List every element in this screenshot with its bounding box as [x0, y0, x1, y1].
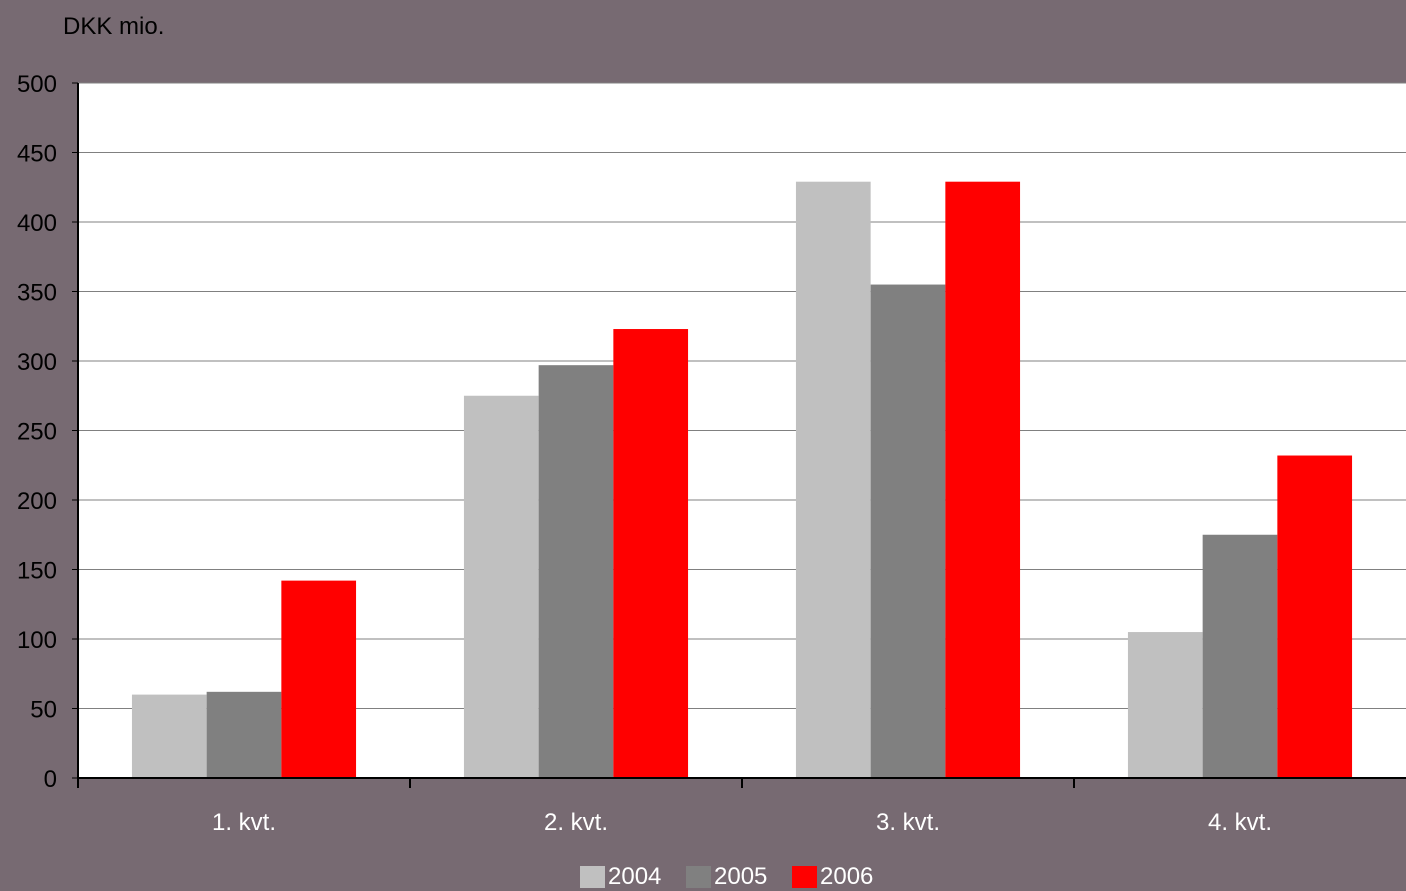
legend-label-2004: 2004: [608, 863, 661, 890]
y-tick-label: 150: [17, 558, 57, 585]
y-tick-labels: 0 50 100 150 200 250 300 350 400 450 500: [17, 71, 57, 793]
bar-2004-4: [1127, 632, 1203, 778]
y-tick-label: 400: [17, 210, 57, 237]
x-tick-label: 4. kvt.: [1208, 809, 1272, 836]
x-tick-label: 1. kvt.: [212, 809, 276, 836]
axes: [72, 82, 1406, 788]
gridlines: [78, 82, 1406, 709]
y-axis-label: DKK mio.: [63, 13, 164, 40]
y-tick-label: 350: [17, 280, 57, 307]
y-tick-label: 300: [17, 349, 57, 376]
y-tick-label: 200: [17, 488, 57, 515]
bar-2004-3: [795, 181, 871, 778]
y-tick-label: 500: [17, 71, 57, 98]
x-tick-label: 3. kvt.: [876, 809, 940, 836]
bar-2006-1: [281, 580, 357, 778]
bar-2005-4: [1202, 534, 1278, 778]
legend: 2004 2005 2006: [580, 863, 873, 890]
bar-2005-3: [870, 284, 946, 778]
x-tick-label: 2. kvt.: [544, 809, 608, 836]
legend-label-2005: 2005: [714, 863, 767, 890]
legend-swatch-2004: [580, 866, 605, 888]
y-tick-label: 50: [30, 697, 57, 724]
legend-swatch-2005: [686, 866, 711, 888]
bar-2004-2: [463, 395, 539, 778]
bar-2006-3: [945, 181, 1021, 778]
x-tick-labels: 1. kvt. 2. kvt. 3. kvt. 4. kvt.: [212, 809, 1272, 836]
y-tick-label: 250: [17, 419, 57, 446]
legend-swatch-2006: [792, 866, 817, 888]
bar-2006-2: [613, 329, 689, 778]
bar-2005-1: [206, 691, 282, 778]
legend-label-2006: 2006: [820, 863, 873, 890]
y-tick-label: 450: [17, 141, 57, 168]
bars: [131, 181, 1353, 778]
bar-2004-1: [131, 694, 207, 778]
bar-2005-2: [538, 365, 614, 778]
bar-2006-4: [1277, 455, 1353, 778]
y-tick-label: 0: [44, 766, 57, 793]
y-tick-label: 100: [17, 627, 57, 654]
